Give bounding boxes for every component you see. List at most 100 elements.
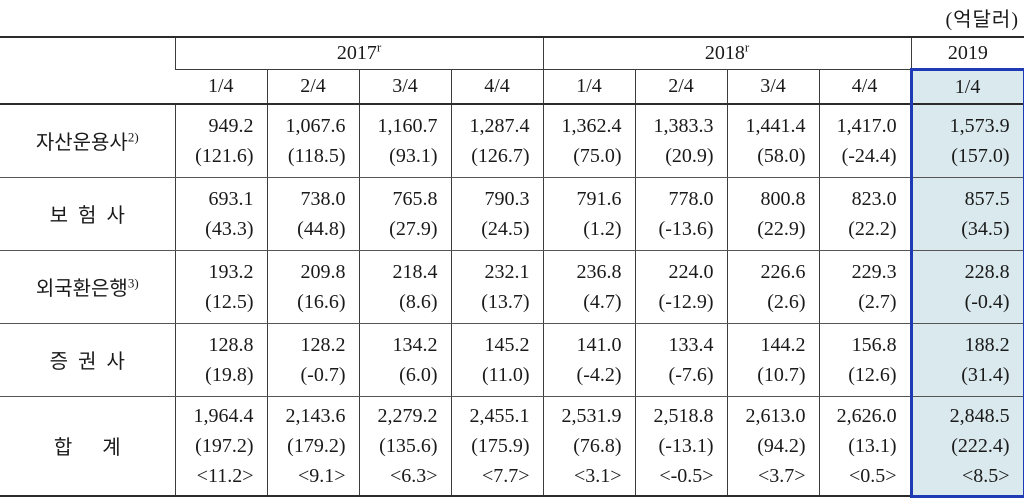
value-line: 693.1 bbox=[208, 187, 254, 210]
row-label-text: 보 험 사 bbox=[49, 205, 125, 227]
data-cell: 1,160.7 (93.1) bbox=[358, 104, 451, 178]
change-line: (43.3) bbox=[205, 217, 254, 240]
quarter-header: 2/4 bbox=[266, 69, 359, 105]
change-line: (93.1) bbox=[389, 144, 438, 167]
value-line: 2,531.9 bbox=[561, 404, 622, 427]
value-line: 128.2 bbox=[300, 333, 346, 356]
value-line: 2,626.0 bbox=[836, 404, 897, 427]
data-cell: 2,626.0 (13.1) <0.5> bbox=[818, 396, 912, 497]
change-line: (12.5) bbox=[205, 290, 254, 313]
change-line: (27.9) bbox=[389, 217, 438, 240]
growth-line: <8.5> bbox=[962, 464, 1010, 487]
data-cell: 800.8 (22.9) bbox=[726, 177, 820, 251]
value-line: 949.2 bbox=[208, 114, 254, 137]
change-line: (12.6) bbox=[848, 363, 897, 386]
value-line: 1,067.6 bbox=[285, 114, 346, 137]
growth-line: <-0.5> bbox=[659, 464, 714, 487]
growth-line: <3.7> bbox=[757, 464, 806, 487]
change-line: (-0.7) bbox=[300, 363, 346, 386]
change-line: (175.9) bbox=[471, 434, 530, 457]
data-cell: 224.0 (-12.9) bbox=[634, 250, 728, 324]
superscript: r bbox=[744, 39, 750, 55]
change-line: (11.0) bbox=[481, 363, 530, 386]
value-line: 2,279.2 bbox=[377, 404, 438, 427]
data-cell: 1,383.3 (20.9) bbox=[634, 104, 728, 178]
row-label-text: 증 권 사 bbox=[49, 351, 125, 373]
change-line: (4.7) bbox=[583, 290, 622, 313]
value-line: 1,362.4 bbox=[561, 114, 622, 137]
value-line: 1,383.3 bbox=[653, 114, 714, 137]
value-line: 229.3 bbox=[851, 260, 897, 283]
data-cell: 1,067.6 (118.5) bbox=[266, 104, 359, 178]
quarter-header: 4/4 bbox=[450, 69, 544, 105]
quarter-header: 4/4 bbox=[818, 69, 912, 105]
data-cell: 738.0 (44.8) bbox=[266, 177, 359, 251]
data-cell: 209.8 (16.6) bbox=[266, 250, 359, 324]
change-line: (126.7) bbox=[471, 144, 530, 167]
data-cell: 2,143.6 (179.2) <9.1> bbox=[266, 396, 359, 497]
superscript: r bbox=[376, 39, 382, 55]
value-line: 228.8 bbox=[964, 260, 1010, 283]
value-line: 144.2 bbox=[760, 333, 806, 356]
data-cell: 128.8 (19.8) bbox=[174, 323, 267, 397]
change-line: (2.7) bbox=[858, 290, 897, 313]
row-label-text: 합 계 bbox=[53, 437, 121, 460]
change-line: (13.1) bbox=[848, 434, 897, 457]
data-cell: 2,279.2 (135.6) <6.3> bbox=[358, 396, 451, 497]
value-line: 2,613.0 bbox=[745, 404, 806, 427]
value-line: 2,848.5 bbox=[949, 404, 1010, 427]
value-line: 224.0 bbox=[668, 260, 714, 283]
change-line: (31.4) bbox=[961, 363, 1010, 386]
value-line: 790.3 bbox=[484, 187, 530, 210]
data-cell: 823.0 (22.2) bbox=[818, 177, 912, 251]
superscript: 2) bbox=[127, 129, 139, 145]
change-line: (8.6) bbox=[399, 290, 438, 313]
data-cell: 2,531.9 (76.8) <3.1> bbox=[542, 396, 636, 497]
change-line: (-13.6) bbox=[658, 217, 714, 240]
value-line: 134.2 bbox=[392, 333, 438, 356]
change-line: (75.0) bbox=[573, 144, 622, 167]
data-cell: 156.8 (12.6) bbox=[818, 323, 912, 397]
year-label: 2018 bbox=[704, 42, 745, 64]
value-line: 1,160.7 bbox=[377, 114, 438, 137]
data-cell: 144.2 (10.7) bbox=[726, 323, 820, 397]
value-line: 145.2 bbox=[484, 333, 530, 356]
year-header-2017: 2017r bbox=[174, 36, 544, 70]
value-line: 236.8 bbox=[576, 260, 622, 283]
data-cell: 790.3 (24.5) bbox=[450, 177, 544, 251]
value-line: 791.6 bbox=[576, 187, 622, 210]
row-label: 증 권 사 bbox=[0, 323, 175, 397]
value-line: 141.0 bbox=[576, 333, 622, 356]
data-cell: 1,287.4 (126.7) bbox=[450, 104, 544, 178]
value-line: 2,143.6 bbox=[285, 404, 346, 427]
value-line: 156.8 bbox=[851, 333, 897, 356]
value-line: 2,455.1 bbox=[469, 404, 530, 427]
data-cell: 1,362.4 (75.0) bbox=[542, 104, 636, 178]
data-cell: 1,441.4 (58.0) bbox=[726, 104, 820, 178]
data-cell: 765.8 (27.9) bbox=[358, 177, 451, 251]
data-cell: 141.0 (-4.2) bbox=[542, 323, 636, 397]
data-cell: 193.2 (12.5) bbox=[174, 250, 267, 324]
table-row-insurers: 보 험 사 693.1 (43.3) 738.0 (44.8) 765.8 (27.9… bbox=[0, 177, 1024, 251]
row-label-text: 자산운용사 bbox=[35, 132, 128, 155]
change-line: (-13.1) bbox=[658, 434, 714, 457]
quarter-header: 2/4 bbox=[634, 69, 728, 105]
data-cell: 128.2 (-0.7) bbox=[266, 323, 359, 397]
data-cell: 1,417.0 (-24.4) bbox=[818, 104, 912, 178]
value-line: 226.6 bbox=[760, 260, 806, 283]
value-line: 218.4 bbox=[392, 260, 438, 283]
change-line: (16.6) bbox=[297, 290, 346, 313]
change-line: (94.2) bbox=[757, 434, 806, 457]
value-line: 2,518.8 bbox=[653, 404, 714, 427]
data-cell: 2,455.1 (175.9) <7.7> bbox=[450, 396, 544, 497]
change-line: (-24.4) bbox=[841, 144, 897, 167]
data-cell: 2,518.8 (-13.1) <-0.5> bbox=[634, 396, 728, 497]
superscript: 3) bbox=[127, 275, 139, 291]
value-line: 209.8 bbox=[300, 260, 346, 283]
growth-line: <7.7> bbox=[481, 464, 530, 487]
data-cell: 218.4 (8.6) bbox=[358, 250, 451, 324]
value-line: 232.1 bbox=[484, 260, 530, 283]
change-line: (19.8) bbox=[205, 363, 254, 386]
value-line: 800.8 bbox=[760, 187, 806, 210]
table-row-securities: 증 권 사 128.8 (19.8) 128.2 (-0.7) 134.2 (6.0)… bbox=[0, 323, 1024, 397]
